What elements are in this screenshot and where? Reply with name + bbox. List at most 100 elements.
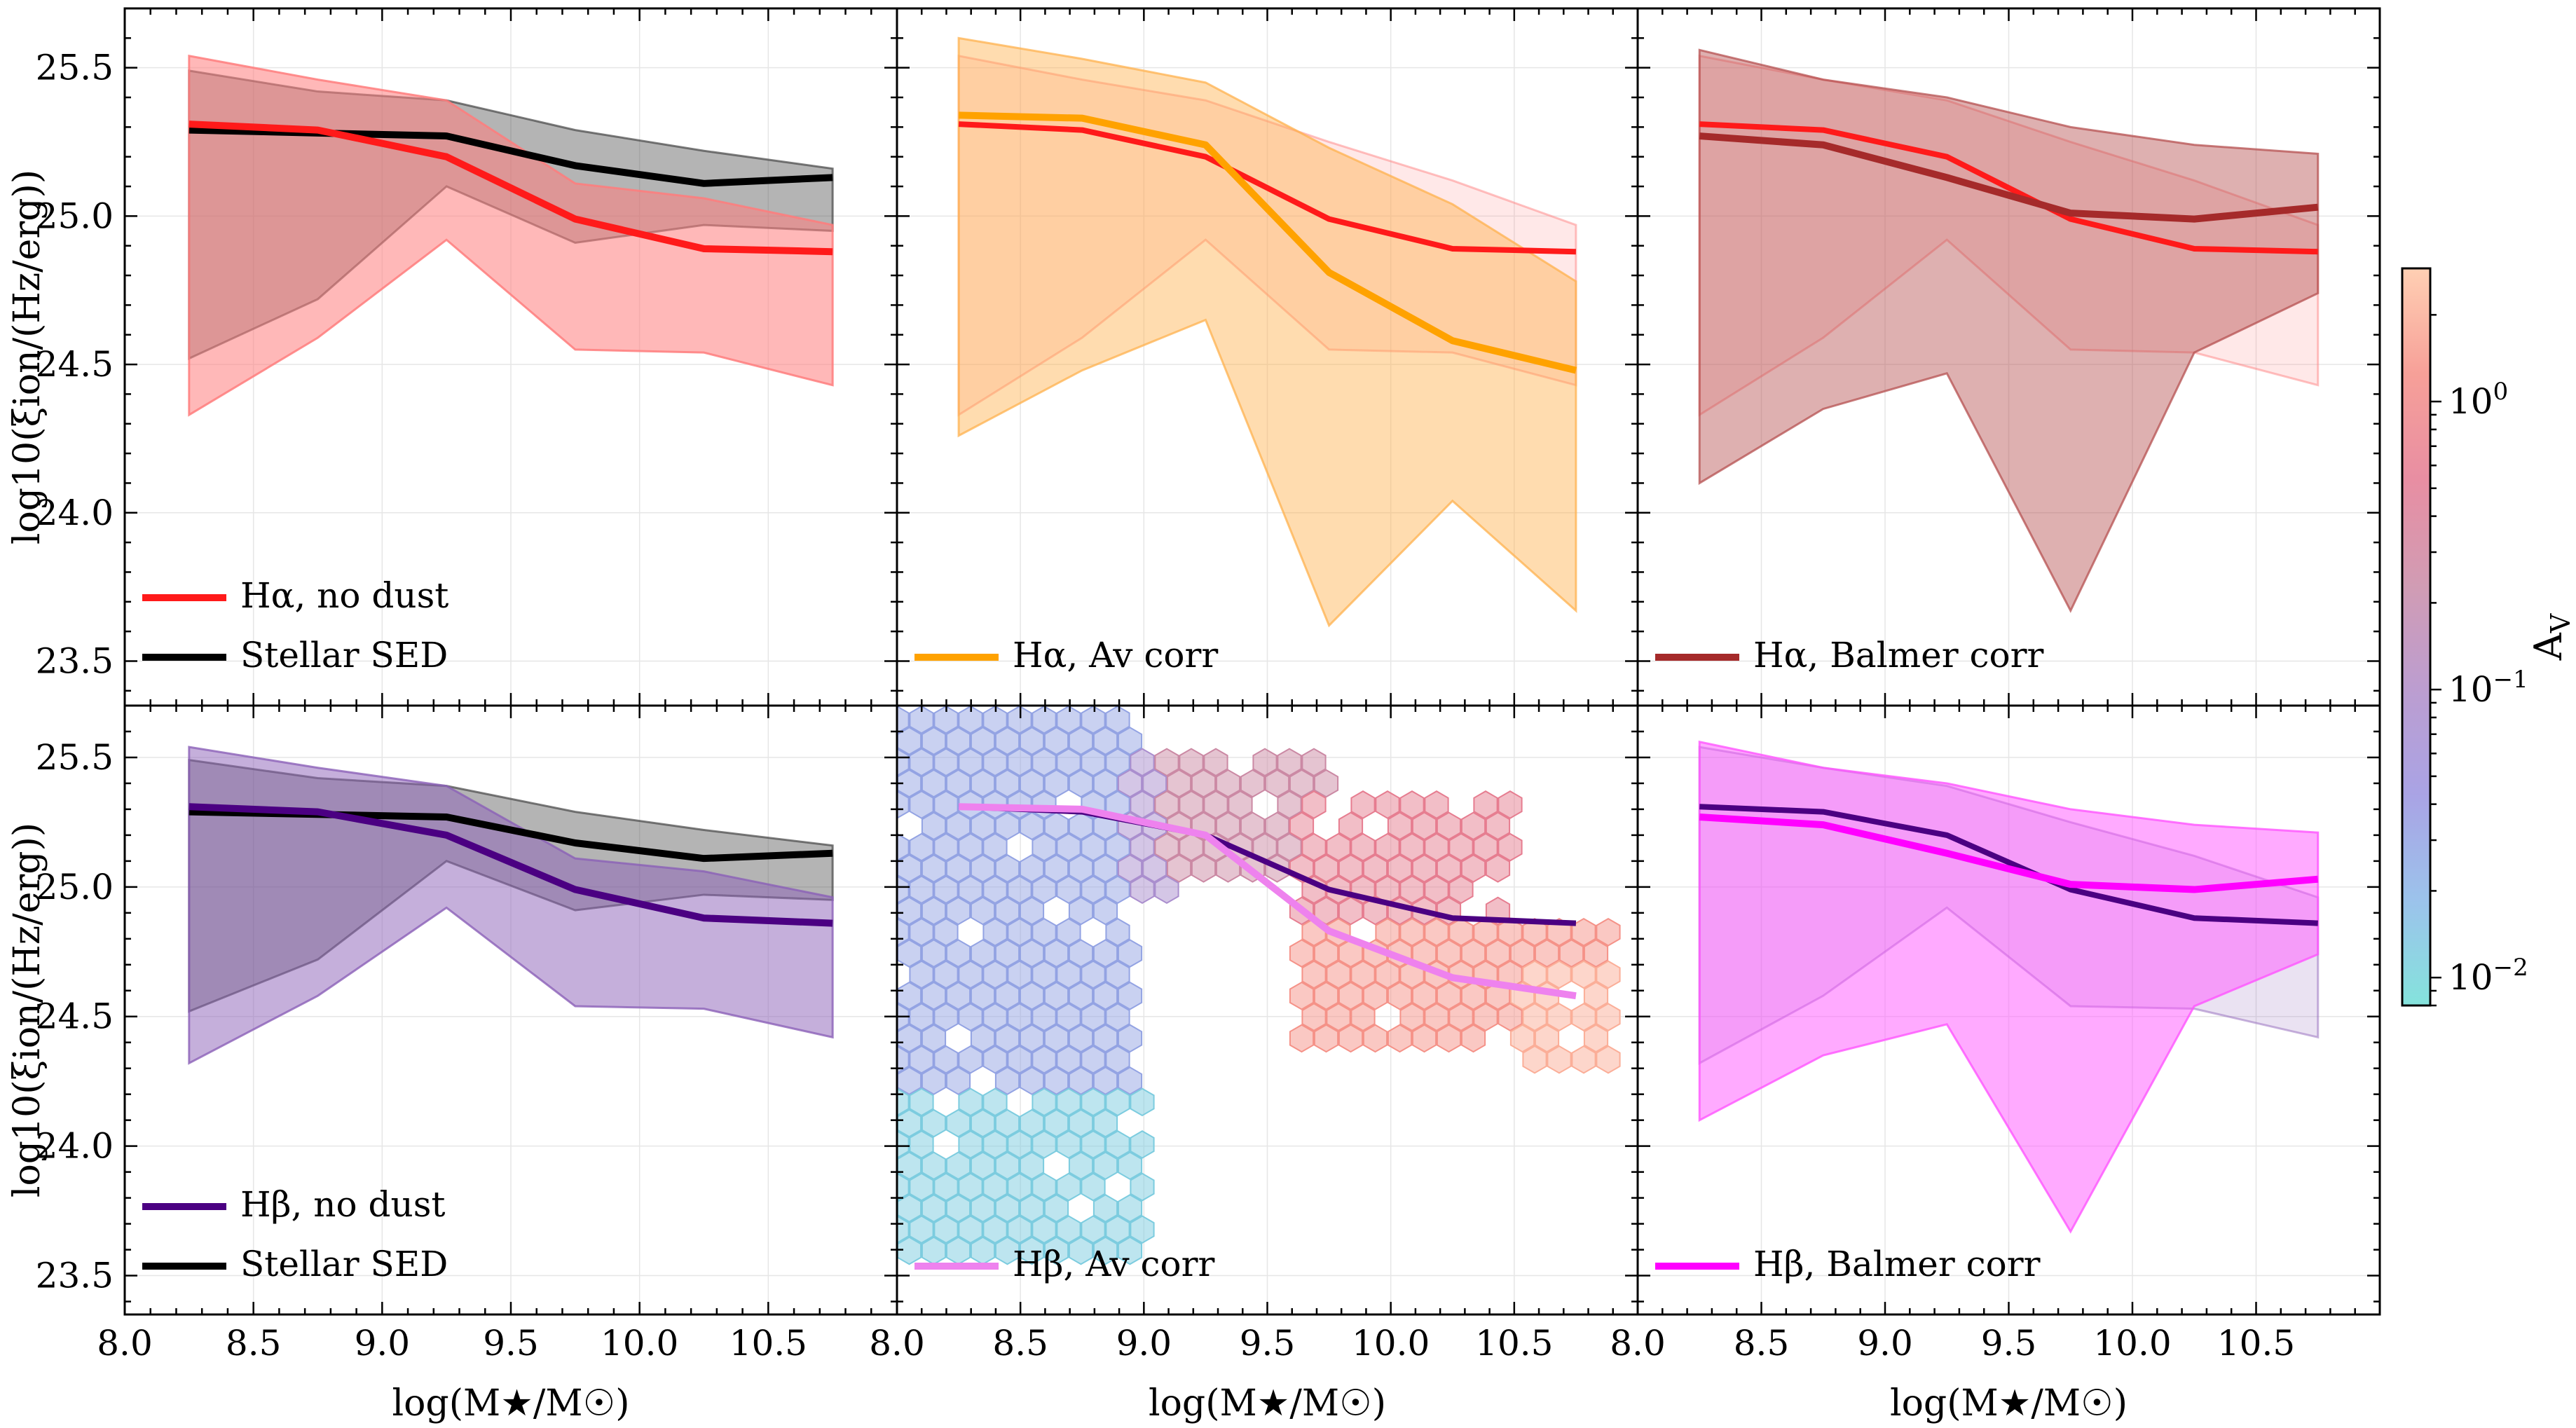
hexbin-cell bbox=[1081, 1215, 1106, 1244]
hexbin-cell bbox=[1043, 1194, 1069, 1223]
point bbox=[1452, 977, 1453, 978]
x-tick-label: 8.5 bbox=[1734, 1323, 1790, 1364]
legend-label: Hβ, no dust bbox=[240, 1184, 445, 1225]
hexbin-cell bbox=[1596, 1045, 1621, 1074]
legend-label: Hβ, Av corr bbox=[1013, 1244, 1215, 1284]
hexbin-cell bbox=[1289, 811, 1315, 841]
hexbin-cell bbox=[1092, 896, 1118, 926]
hexbin-cell bbox=[1362, 981, 1388, 1010]
hexbin-cell bbox=[1130, 790, 1155, 819]
hexbin-cell bbox=[958, 1172, 983, 1202]
hexbin-cell bbox=[933, 960, 959, 989]
hexbin-cell bbox=[1019, 1108, 1045, 1138]
y-tick-label: 24.0 bbox=[36, 493, 114, 533]
x-tick-label: 9.5 bbox=[1981, 1323, 2037, 1364]
hexbin-cell bbox=[1411, 854, 1437, 883]
hexbin-cell bbox=[945, 1066, 971, 1095]
hexbin-cell bbox=[1019, 1066, 1045, 1095]
hexbin-cell bbox=[1068, 854, 1094, 883]
hexbin-cell bbox=[1547, 1045, 1572, 1074]
hexbin-cell bbox=[1056, 706, 1081, 734]
hexbin-cell bbox=[1411, 981, 1437, 1010]
hexbin-cell bbox=[1032, 917, 1057, 947]
hexbin-cell bbox=[982, 1172, 1008, 1202]
hexbin-cell bbox=[1313, 939, 1339, 968]
hexbin-cell bbox=[1424, 917, 1449, 947]
hexbin-cell bbox=[909, 1130, 934, 1159]
hexbin-cell bbox=[933, 748, 959, 777]
hexbin-cell bbox=[1301, 748, 1327, 777]
hexbin-cell bbox=[1154, 748, 1179, 777]
hexbin-cell bbox=[1301, 832, 1327, 862]
hexbin-cell bbox=[958, 1045, 983, 1074]
hexbin-cell bbox=[933, 875, 959, 905]
y-tick-label: 25.0 bbox=[36, 867, 114, 907]
hexbin-cell bbox=[1313, 896, 1339, 926]
hexbin-cell bbox=[1056, 832, 1081, 862]
hexbin-cell bbox=[1166, 769, 1192, 798]
hexbin-cell bbox=[897, 706, 910, 734]
plot-area-bottom-right bbox=[1638, 706, 2380, 1314]
hexbin-cell bbox=[1007, 706, 1032, 734]
hexbin-cell bbox=[1179, 832, 1204, 862]
hexbin-cell bbox=[1498, 790, 1523, 819]
hexbin-cell bbox=[1350, 960, 1376, 989]
hexbin-cell bbox=[1473, 1003, 1498, 1031]
x-tick-label: 8.5 bbox=[992, 1323, 1048, 1364]
hexbin-cell bbox=[1068, 1024, 1094, 1053]
colorbar-label: AV bbox=[2526, 613, 2576, 661]
hexbin-cell bbox=[897, 832, 910, 862]
hexbin-cell bbox=[1289, 939, 1315, 968]
point bbox=[446, 817, 447, 818]
hexbin-cell bbox=[1460, 854, 1486, 883]
point bbox=[1205, 144, 1206, 145]
hexbin-cell bbox=[1509, 1024, 1535, 1053]
hexbin-cell bbox=[1179, 790, 1204, 819]
hexbin-cell bbox=[1092, 939, 1118, 968]
hexbin-cell bbox=[933, 790, 959, 819]
hexbin-cell bbox=[1056, 960, 1081, 989]
hexbin-cell bbox=[1032, 1003, 1057, 1031]
hexbin-cell bbox=[1081, 1045, 1106, 1074]
hexbin-cell bbox=[933, 832, 959, 862]
hexbin-cell bbox=[933, 1215, 959, 1244]
hexbin-cell bbox=[1092, 1108, 1118, 1138]
x-axis-label: log(M★/M☉) bbox=[1890, 1382, 2128, 1424]
hexbin-cell bbox=[982, 875, 1008, 905]
x-axis-label: log(M★/M☉) bbox=[1149, 1382, 1386, 1424]
hexbin-cell bbox=[1019, 854, 1045, 883]
hexbin-cell bbox=[1117, 727, 1143, 755]
hexbin-cell bbox=[909, 1215, 934, 1244]
hexbin-cell bbox=[933, 706, 959, 734]
hexbin-cell bbox=[1081, 748, 1106, 777]
hexbin-cell bbox=[1289, 981, 1315, 1010]
hexbin-cell bbox=[1436, 981, 1462, 1010]
hexbin-cell bbox=[1448, 832, 1474, 862]
x-tick-label: 10.0 bbox=[1352, 1323, 1430, 1364]
hexbin-cell bbox=[1558, 939, 1584, 968]
hexbin-cell bbox=[909, 790, 934, 819]
point bbox=[1575, 923, 1576, 924]
hexbin-cell bbox=[1326, 832, 1351, 862]
colorbar-label-sub: V bbox=[2545, 613, 2576, 633]
hexbin-cell bbox=[1056, 1215, 1081, 1244]
point bbox=[446, 136, 447, 137]
hexbin-cell bbox=[1313, 854, 1339, 883]
hexbin-cell bbox=[1583, 1024, 1609, 1053]
hexbin-cell bbox=[1571, 1045, 1596, 1074]
hexbin-cell bbox=[1117, 939, 1143, 968]
hexbin-cell bbox=[1571, 960, 1596, 989]
hexbin-cell bbox=[945, 769, 971, 798]
point bbox=[1452, 918, 1453, 919]
hexbin-cell bbox=[958, 748, 983, 777]
hexbin-cell bbox=[1411, 811, 1437, 841]
hexbin-cell bbox=[1068, 981, 1094, 1010]
hexbin-cell bbox=[1032, 748, 1057, 777]
hexbin-cell bbox=[1387, 981, 1413, 1010]
hexbin-cell bbox=[1436, 939, 1462, 968]
hexbin-cell bbox=[1092, 769, 1118, 798]
hexbin-cell bbox=[909, 832, 934, 862]
hexbin-cell bbox=[921, 1236, 947, 1265]
hexbin-cell bbox=[909, 1003, 934, 1031]
